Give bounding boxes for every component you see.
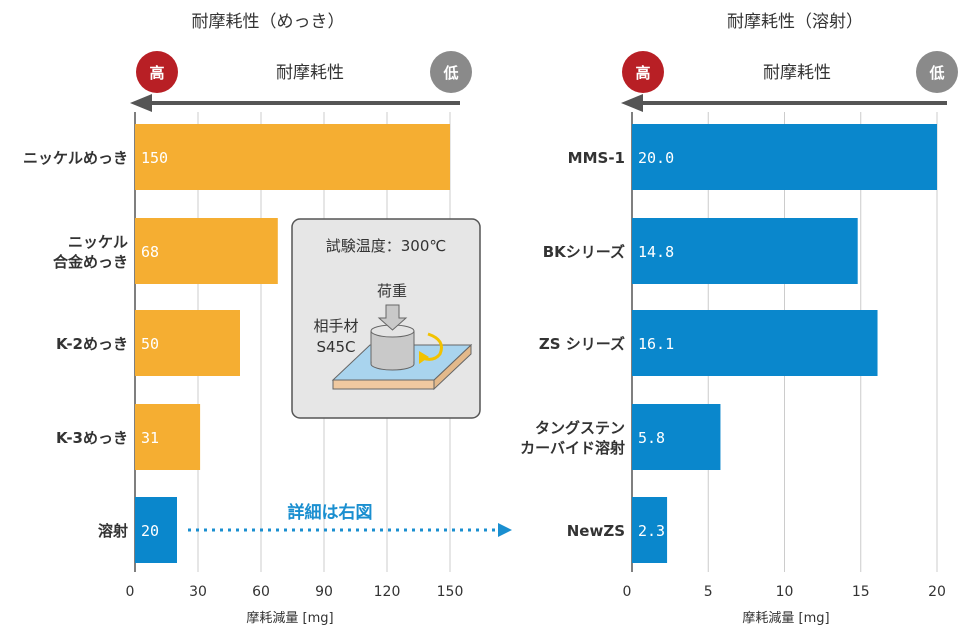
left-high-label: 高 <box>149 64 164 82</box>
left-arrow-caption: 耐摩耗性 <box>276 63 344 83</box>
bar-value-label: 50 <box>141 335 159 353</box>
right-direction-arrowhead <box>621 94 643 112</box>
bar-value-label: 5.8 <box>638 429 665 447</box>
left-chart-title: 耐摩耗性（めっき） <box>192 12 345 32</box>
spray-chart: 0 5 10 15 20 摩耗減量 [mg] 20.0 MMS-1 14.8 BKシリーズ 16.1… <box>520 112 946 626</box>
bar <box>135 497 177 563</box>
x-axis-label: 摩耗減量 [mg] <box>742 610 829 626</box>
x-tick-label: 30 <box>189 584 207 600</box>
test-condition-box: 試験温度：300℃ 荷重 相手材 S45C <box>291 218 481 419</box>
bar <box>135 124 450 190</box>
category-label: K-3めっき <box>56 429 128 447</box>
right-low-circle <box>916 51 958 93</box>
right-chart-title: 耐摩耗性（溶射） <box>727 12 863 32</box>
category-label: ニッケルめっき <box>23 149 128 167</box>
bar-value-label: 20.0 <box>638 149 674 167</box>
category-label: 溶射 <box>98 522 128 540</box>
x-tick-label: 10 <box>776 584 794 600</box>
bar-value-label: 150 <box>141 149 168 167</box>
right-low-label: 低 <box>928 64 944 82</box>
category-label: タングステン <box>535 419 625 437</box>
x-tick-label: 5 <box>704 584 713 600</box>
x-tick-label: 150 <box>437 584 464 600</box>
details-arrowhead <box>498 523 512 537</box>
bar-value-label: 16.1 <box>638 335 674 353</box>
left-low-label: 低 <box>442 64 458 82</box>
right-high-label: 高 <box>635 64 650 82</box>
details-link-text: 詳細は右図 <box>288 502 373 523</box>
bar <box>632 404 721 470</box>
load-label: 荷重 <box>377 282 407 300</box>
category-label: BKシリーズ <box>543 243 625 261</box>
counterpart-plate-side <box>332 379 435 390</box>
x-tick-label: 0 <box>623 584 632 600</box>
category-label: ニッケル <box>68 233 128 251</box>
bar-value-label: 31 <box>141 429 159 447</box>
category-label: カーバイド溶射 <box>520 439 625 457</box>
bar <box>135 404 201 470</box>
category-label: MMS-1 <box>568 149 625 167</box>
x-tick-label: 15 <box>852 584 870 600</box>
rotation-arrow-icon <box>421 332 443 361</box>
counterpart-material: S45C <box>316 338 355 356</box>
x-tick-label: 120 <box>374 584 401 600</box>
bar-value-label: 2.3 <box>638 522 665 540</box>
bar <box>135 218 278 284</box>
bar <box>135 310 240 376</box>
test-condition-text: 試験温度：300℃ <box>326 237 446 255</box>
left-high-circle <box>136 51 178 93</box>
x-tick-label: 90 <box>315 584 333 600</box>
category-label: NewZS <box>567 522 625 540</box>
right-panel-header: 耐摩耗性（溶射） 高 低 耐摩耗性 <box>621 12 958 112</box>
bar <box>632 218 858 284</box>
bar <box>632 124 937 190</box>
load-down-arrow-icon <box>377 304 408 331</box>
x-tick-label: 0 <box>126 584 135 600</box>
category-label: 合金めっき <box>52 253 128 271</box>
x-tick-label: 20 <box>928 584 946 600</box>
left-panel-header: 耐摩耗性（めっき） 高 低 耐摩耗性 <box>130 12 472 112</box>
category-label: K-2めっき <box>56 335 128 353</box>
x-tick-label: 60 <box>252 584 270 600</box>
left-direction-arrowhead <box>130 94 152 112</box>
bar-value-label: 20 <box>141 522 159 540</box>
counterpart-label: 相手材 <box>313 317 358 335</box>
right-arrow-caption: 耐摩耗性 <box>763 63 831 83</box>
bar-value-label: 68 <box>141 243 159 261</box>
rotation-arrowhead <box>419 351 429 364</box>
bar <box>632 310 878 376</box>
bar-value-label: 14.8 <box>638 243 674 261</box>
x-axis-label: 摩耗減量 [mg] <box>246 610 333 626</box>
category-label: ZS シリーズ <box>539 335 625 353</box>
left-low-circle <box>430 51 472 93</box>
right-high-circle <box>622 51 664 93</box>
details-link: 詳細は右図 <box>188 502 512 537</box>
bar <box>632 497 668 563</box>
